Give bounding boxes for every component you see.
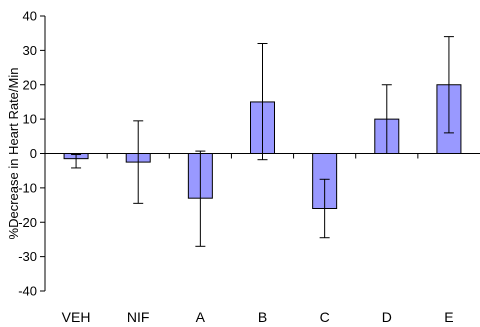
y-tick-label: -10 — [18, 180, 37, 195]
x-tick-label: D — [382, 309, 392, 325]
y-tick-label: 40 — [23, 9, 37, 24]
x-tick-label: E — [444, 309, 453, 325]
y-tick-label: -20 — [18, 215, 37, 230]
x-tick-label: NIF — [127, 309, 150, 325]
x-tick-label: B — [258, 309, 267, 325]
y-tick-label: 0 — [30, 146, 37, 161]
x-tick-label: C — [320, 309, 330, 325]
y-tick-label: 10 — [23, 112, 37, 127]
y-axis-title: %Decrease in Heart Rate/Min — [6, 68, 21, 240]
y-tick-label: -30 — [18, 249, 37, 264]
y-tick-label: -40 — [18, 284, 37, 299]
x-tick-label: A — [196, 309, 206, 325]
x-tick-label: VEH — [62, 309, 91, 325]
y-tick-label: 20 — [23, 77, 37, 92]
y-tick-label: 30 — [23, 43, 37, 58]
